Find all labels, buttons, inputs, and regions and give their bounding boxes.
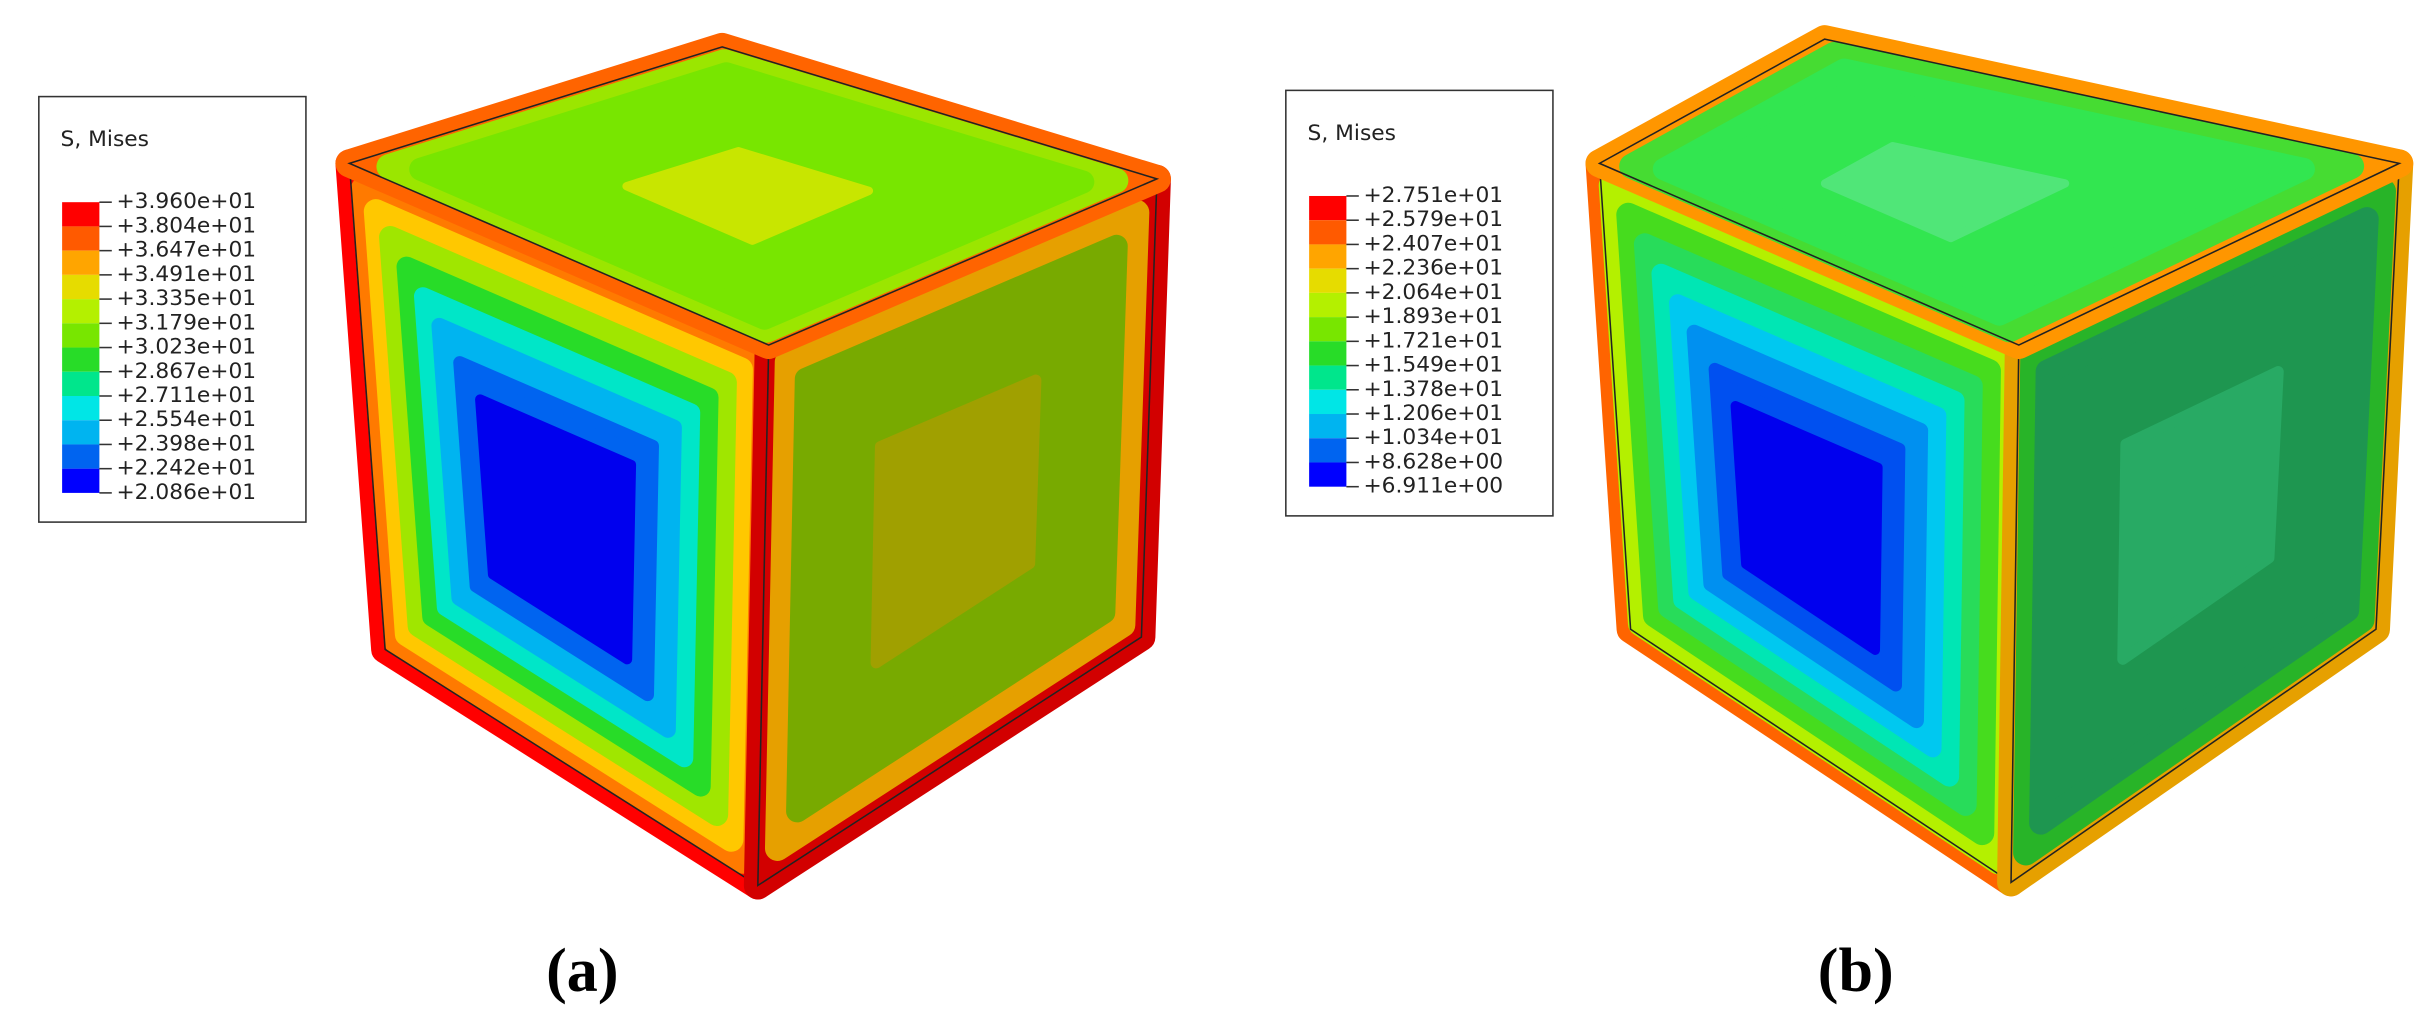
legend-swatch: [1309, 389, 1347, 415]
legend-swatch: [62, 299, 100, 324]
legend-swatch: [1309, 462, 1347, 487]
cube: [1585, 25, 2414, 897]
legend-label: +2.064e+01: [1363, 280, 1503, 305]
legend-label: +2.554e+01: [116, 407, 256, 432]
legend-label: +2.236e+01: [1363, 256, 1503, 281]
legend-title: S, Mises: [1308, 121, 1396, 146]
legend-swatch: [1309, 341, 1347, 366]
legend-swatch: [62, 250, 100, 275]
contour-band: [870, 374, 1042, 669]
legend-label: +8.628e+00: [1363, 449, 1503, 474]
face-edge: [1597, 38, 2402, 346]
legend-label: +6.911e+00: [1363, 474, 1503, 499]
legend-label: +1.378e+01: [1363, 377, 1503, 402]
legend-swatch: [62, 274, 100, 300]
legend-label: +3.491e+01: [116, 262, 256, 287]
legend-swatch: [1309, 365, 1347, 390]
legend-title: S, Mises: [61, 127, 149, 152]
legend-label: +2.398e+01: [116, 431, 256, 456]
legend-swatch: [62, 323, 100, 348]
legend-label: +3.179e+01: [116, 310, 256, 335]
legend-swatch: [1309, 317, 1347, 342]
contour-band: [2117, 366, 2284, 665]
legend-swatch: [62, 468, 100, 493]
legend-label: +3.647e+01: [116, 238, 256, 263]
legend-swatch: [1309, 268, 1347, 293]
legend: S, Mises+2.751e+01+2.579e+01+2.407e+01+2…: [1285, 89, 1554, 517]
caption: (a): [546, 937, 618, 1005]
legend-label: +1.721e+01: [1363, 328, 1503, 353]
legend-label: +2.242e+01: [116, 456, 256, 481]
legend-label: +1.893e+01: [1363, 304, 1503, 329]
face-edge: [347, 46, 1160, 346]
legend-label: +3.335e+01: [116, 286, 256, 311]
legend-label: +2.579e+01: [1363, 207, 1503, 232]
legend-swatch: [1309, 244, 1347, 269]
contour-band: [622, 147, 874, 245]
legend-label: +2.867e+01: [116, 359, 256, 384]
caption: (b): [1818, 937, 1894, 1005]
contour-band: [1820, 142, 2070, 243]
legend-swatch: [62, 444, 100, 469]
legend-swatch: [1309, 292, 1347, 318]
cube: [335, 32, 1171, 900]
legend-label: +3.023e+01: [116, 335, 256, 360]
legend-swatch: [62, 371, 100, 396]
legend-label: +3.960e+01: [116, 189, 256, 214]
legend-label: +2.751e+01: [1363, 183, 1503, 208]
contour-band: [475, 394, 637, 665]
contour-band: [1730, 401, 1883, 655]
legend-swatch: [1309, 438, 1347, 463]
legend-label: +2.086e+01: [116, 480, 256, 505]
legend-label: +1.034e+01: [1363, 425, 1503, 450]
legend: S, Mises+3.960e+01+3.804e+01+3.647e+01+3…: [38, 95, 307, 523]
legend-swatch: [62, 226, 100, 251]
legend-label: +1.206e+01: [1363, 401, 1503, 426]
legend-swatch: [62, 347, 100, 372]
legend-swatch: [62, 420, 100, 445]
legend-swatch: [1309, 220, 1347, 245]
legend-label: +3.804e+01: [116, 213, 256, 238]
legend-label: +2.711e+01: [116, 383, 256, 408]
legend-swatch: [62, 395, 100, 421]
legend-label: +1.549e+01: [1363, 353, 1503, 378]
legend-swatch: [1309, 195, 1347, 221]
legend-swatch: [62, 202, 100, 227]
legend-swatch: [1309, 414, 1347, 439]
legend-label: +2.407e+01: [1363, 231, 1503, 256]
